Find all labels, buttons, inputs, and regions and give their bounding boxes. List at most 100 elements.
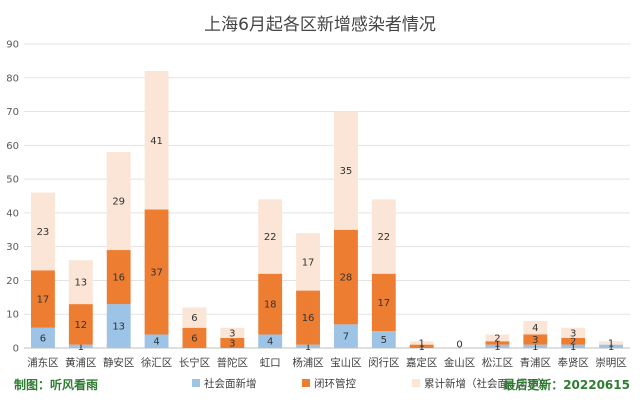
legend-item: 闭环管控: [302, 377, 356, 390]
data-label: 1: [608, 342, 614, 353]
bar-segment: [106, 152, 131, 251]
legend-label: 累计新增（社会面+闭环）: [424, 377, 548, 390]
bar-group: 0: [456, 340, 462, 351]
x-tick-label: 长宁区: [179, 356, 211, 369]
bar-group: 6 17 23: [31, 192, 55, 348]
data-label: 4: [153, 337, 159, 348]
bar-segment: [182, 307, 207, 328]
data-label: 3: [229, 328, 235, 339]
bar-group: 11: [409, 338, 434, 353]
x-tick-label: 浦东区: [27, 356, 59, 369]
bar-group: 112: [485, 333, 510, 353]
data-label: 7: [343, 332, 349, 343]
bar-group: 123: [561, 327, 586, 353]
data-label: 13: [74, 278, 87, 289]
bar-segment: [485, 344, 510, 348]
data-label: 5: [381, 335, 387, 346]
y-tick-label: 30: [6, 242, 19, 253]
bar-segment: [296, 290, 320, 345]
bar-segment: [371, 199, 396, 274]
legend-swatch: [302, 379, 310, 387]
data-label: 1: [78, 342, 84, 353]
bar-segment: [144, 209, 169, 335]
footer-author: 制图：听风看雨: [14, 377, 98, 392]
bar-segment: [334, 229, 358, 325]
bar-group: 134: [523, 320, 548, 353]
data-label: 4: [267, 337, 273, 348]
bar-segment: [371, 331, 396, 348]
x-tick-label: 奉贤区: [557, 356, 589, 369]
data-label: 17: [377, 298, 390, 309]
bar-segment: [258, 273, 283, 335]
data-label: 12: [74, 320, 87, 331]
bar-group: 4 18 22: [258, 199, 283, 348]
data-label: 28: [340, 273, 353, 284]
legend-item: 社会面新增: [192, 377, 257, 390]
data-label: 1: [532, 342, 538, 353]
bar-group: 11: [599, 338, 623, 353]
bar-group: 4 37 41: [144, 71, 169, 348]
bar-segment: [561, 337, 586, 345]
bar-segment: [561, 344, 586, 348]
data-label: 41: [150, 136, 163, 147]
bar-segment: [258, 334, 283, 348]
data-label: 1: [608, 338, 614, 349]
bar-segment: [31, 270, 55, 328]
bar-segment: [485, 341, 510, 345]
data-label: 2: [570, 337, 576, 348]
data-label: 1: [419, 342, 425, 353]
y-tick-label: 0: [13, 344, 19, 355]
legend-item: 累计新增（社会面+闭环）: [412, 377, 548, 390]
y-tick-label: 20: [6, 276, 19, 287]
data-label: 22: [264, 232, 277, 243]
data-label: 16: [112, 273, 125, 284]
bar-segment: [68, 304, 93, 345]
data-label: 16: [302, 313, 315, 324]
x-tick-label: 松江区: [482, 356, 514, 369]
data-label: 1: [570, 342, 576, 353]
x-tick-label: 嘉定区: [406, 356, 438, 369]
bar-segment: [106, 304, 131, 348]
data-label: 1: [419, 338, 425, 349]
data-label: 29: [112, 197, 125, 208]
bar-segment: [144, 71, 169, 210]
bar-segment: [68, 344, 93, 348]
x-tick-label: 青浦区: [520, 356, 552, 369]
bar-segment: [599, 341, 623, 345]
bar-group: 5 17 22: [371, 199, 396, 348]
bar-group: 7 28 35: [334, 111, 358, 348]
x-tick-label: 徐汇区: [141, 356, 173, 369]
bars: 6172311213131629437416633418221161772835…: [31, 71, 623, 353]
data-label: 4: [532, 323, 538, 334]
x-tick-label: 宝山区: [330, 356, 362, 369]
y-tick-label: 40: [6, 208, 19, 219]
footer-updated: 最后更新：20220615: [503, 377, 630, 392]
legend-swatch: [412, 379, 420, 387]
x-tick-label: 黄浦区: [65, 356, 97, 369]
bar-segment: [561, 327, 586, 338]
y-tick-label: 60: [6, 141, 19, 152]
bar-segment: [220, 337, 245, 348]
data-label: 2: [494, 333, 500, 344]
data-label: 0: [456, 340, 462, 351]
bar-segment: [523, 320, 548, 335]
data-label: 13: [112, 322, 125, 333]
data-label: 17: [302, 257, 315, 268]
y-tick-label: 80: [6, 73, 19, 84]
y-tick-label: 50: [6, 175, 19, 186]
x-tick-label: 杨浦区: [292, 356, 324, 369]
x-tick-label: 闵行区: [368, 356, 400, 369]
data-label: 1: [494, 342, 500, 353]
bar-segment: [220, 327, 245, 338]
x-tick-label: 静安区: [103, 356, 135, 369]
y-tick-label: 90: [6, 40, 19, 51]
data-label: 1: [305, 342, 311, 353]
data-label: 6: [40, 333, 46, 344]
bar-segment: [485, 334, 510, 342]
y-tick-label: 70: [6, 107, 19, 118]
x-axis: 浦东区 黄浦区 静安区 徐汇区 长宁区 普陀区 虹口 杨浦区 宝山区 闵行区 嘉定区 金山区 松江区 青浦…: [27, 356, 627, 369]
bar-segment: [31, 192, 55, 271]
bar-segment: [334, 324, 358, 348]
